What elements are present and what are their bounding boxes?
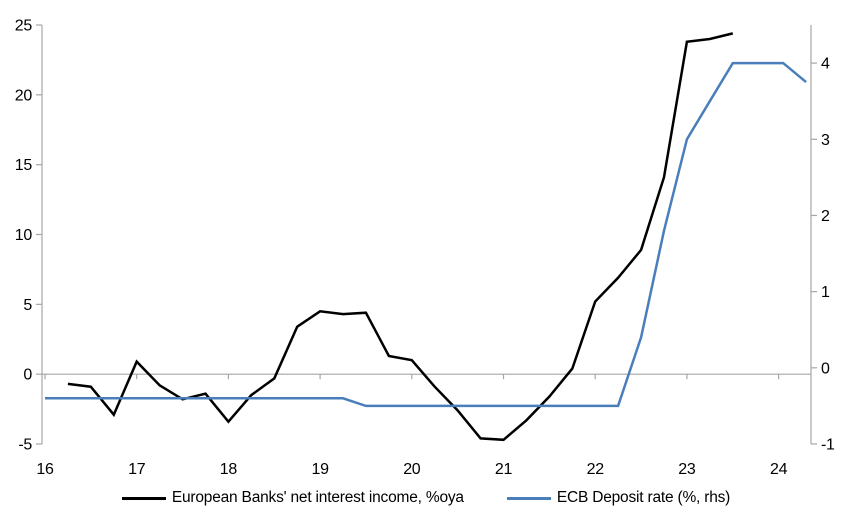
left-axis-tick-label: 20 [15,87,33,104]
right-axis-tick-label: 3 [821,132,830,149]
legend-item-net-interest-income: European Banks' net interest income, %oy… [121,489,464,507]
left-axis-tick-label: 25 [15,18,33,35]
x-axis-tick-label: 16 [36,461,54,478]
legend-label-ecb-deposit-rate: ECB Deposit rate (%, rhs) [556,489,731,506]
legend-label-net-interest-income: European Banks' net interest income, %oy… [171,489,464,506]
x-axis-tick-label: 24 [770,461,788,478]
left-axis-tick-label: 0 [23,367,32,384]
right-axis-tick-label: 1 [821,284,830,301]
right-axis-tick-label: -1 [821,437,835,454]
x-axis-tick-label: 18 [220,461,238,478]
right-axis-tick-label: 4 [821,56,830,73]
x-axis-tick-label: 22 [587,461,605,478]
legend-item-ecb-deposit-rate: ECB Deposit rate (%, rhs) [506,489,731,507]
x-axis-tick-label: 21 [495,461,513,478]
left-axis-tick-label: 10 [15,227,33,244]
right-axis-tick-label: 0 [821,360,830,377]
series-line-ecb-deposit-rate [45,61,807,408]
left-axis-tick-label: 15 [15,157,33,174]
left-axis-tick-label: -5 [18,437,32,454]
x-axis-tick-label: 17 [128,461,146,478]
x-axis-tick-label: 19 [311,461,329,478]
legend-line-swatch-blue [506,496,551,500]
series-line-net-interest-income [67,32,734,442]
legend-line-swatch-black [121,496,166,500]
left-axis-tick-label: 5 [23,297,32,314]
right-axis-tick-label: 2 [821,208,830,225]
x-axis-tick-label: 23 [678,461,696,478]
legend: European Banks' net interest income, %oy… [0,489,852,507]
x-axis-tick-label: 20 [403,461,421,478]
